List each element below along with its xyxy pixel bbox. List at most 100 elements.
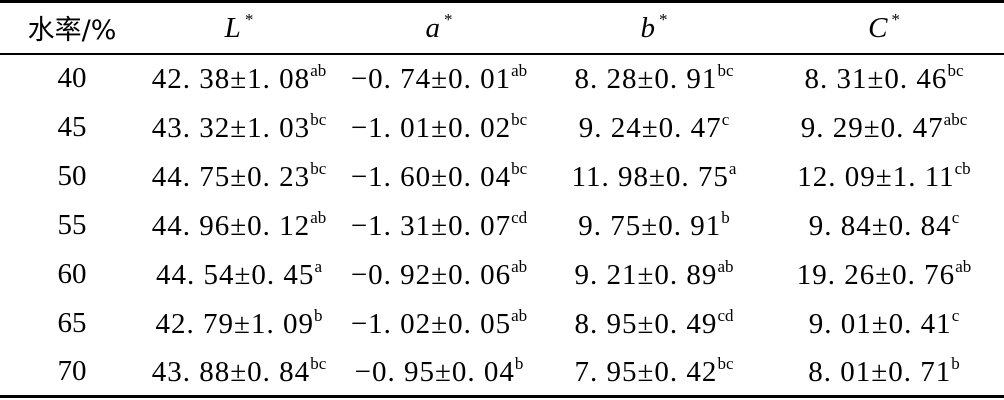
table-cell-l: 42. 38±1. 08ab <box>144 54 334 103</box>
cell-significance-letters: abc <box>943 109 968 129</box>
column-header-sup: * <box>659 10 668 30</box>
cell-significance-letters: bc <box>511 109 528 129</box>
table-cell-c: 8. 31±0. 46bc <box>764 54 1004 103</box>
row-moisture-value: 45 <box>57 110 87 143</box>
row-moisture-value: 65 <box>57 306 87 339</box>
cell-significance-letters: c <box>951 207 960 227</box>
table-cell-b: 9. 21±0. 89ab <box>544 250 764 299</box>
table-cell-a: −1. 60±0. 04bc <box>334 152 544 201</box>
table-row: 40 42. 38±1. 08ab −0. 74±0. 01ab 8. 28±0. 9… <box>0 54 1004 103</box>
table-cell-l: 44. 96±0. 12ab <box>144 201 334 250</box>
cell-value: 19. 26±0. 76 <box>796 258 956 291</box>
table-cell-l: 43. 88±0. 84bc <box>144 347 334 398</box>
cell-significance-letters: ab <box>310 207 327 227</box>
cell-value: −1. 60±0. 04 <box>350 160 512 193</box>
table-cell-b: 9. 75±0. 91b <box>544 201 764 250</box>
row-moisture-value: 55 <box>57 208 87 241</box>
column-header-a: a * <box>334 0 544 55</box>
column-header-moisture: 水率/% <box>0 0 144 55</box>
table-cell-l: 42. 79±1. 09b <box>144 299 334 348</box>
cell-value: 8. 95±0. 49 <box>574 307 718 340</box>
table-cell-a: −0. 92±0. 06ab <box>334 250 544 299</box>
table-row: 65 42. 79±1. 09b −1. 02±0. 05ab 8. 95±0. 49… <box>0 299 1004 348</box>
table-cell-l: 44. 54±0. 45a <box>144 250 334 299</box>
cell-significance-letters: bc <box>717 353 734 373</box>
cell-value: 42. 38±1. 08 <box>151 63 311 95</box>
cell-value: 8. 31±0. 46 <box>804 63 948 95</box>
table-cell-a: −0. 74±0. 01ab <box>334 54 544 103</box>
column-header-label: 水率/% <box>27 15 117 47</box>
cell-significance-letters: bc <box>511 158 528 178</box>
cell-significance-letters: ab <box>511 305 528 325</box>
cell-value: −1. 01±0. 02 <box>350 111 512 144</box>
cell-significance-letters: ab <box>511 256 528 276</box>
cell-significance-letters: b <box>514 353 524 373</box>
cell-significance-letters: a <box>314 256 322 276</box>
cell-value: 12. 09±1. 11 <box>797 160 955 193</box>
cell-value: 7. 95±0. 42 <box>574 355 718 388</box>
cell-significance-letters: ab <box>955 256 972 276</box>
row-moisture-value: 50 <box>57 159 87 192</box>
cell-significance-letters: cb <box>954 158 971 178</box>
table-cell-c: 12. 09±1. 11cb <box>764 152 1004 201</box>
cell-value: 44. 96±0. 12 <box>151 209 311 242</box>
cell-significance-letters: b <box>721 207 730 227</box>
cell-value: −1. 02±0. 05 <box>350 307 512 340</box>
cell-significance-letters: cd <box>511 207 528 227</box>
cell-value: 9. 01±0. 41 <box>808 307 952 340</box>
row-moisture-value: 40 <box>57 62 87 94</box>
column-header-l: L * <box>144 0 334 55</box>
row-moisture-value: 70 <box>0 347 144 398</box>
table-cell-l: 44. 75±0. 23bc <box>144 152 334 201</box>
cell-value: 9. 21±0. 89 <box>574 258 718 291</box>
column-header-sup: * <box>891 10 900 30</box>
column-header-b: b * <box>544 0 764 55</box>
column-header-sup: * <box>444 10 453 30</box>
cell-significance-letters: c <box>721 109 730 129</box>
cell-significance-letters: c <box>951 305 960 325</box>
cell-value: 42. 79±1. 09 <box>155 307 314 340</box>
cell-value: −0. 74±0. 01 <box>350 63 512 95</box>
cell-significance-letters: bc <box>717 61 734 80</box>
table-cell-a: −1. 02±0. 05ab <box>334 299 544 348</box>
table-body: 40 42. 38±1. 08ab −0. 74±0. 01ab 8. 28±0. 9… <box>0 54 1004 398</box>
table-cell-c: 9. 84±0. 84c <box>764 201 1004 250</box>
table-cell-l: 43. 32±1. 03bc <box>144 103 334 152</box>
table-cell-c: 9. 29±0. 47abc <box>764 103 1004 152</box>
cell-value: 9. 84±0. 84 <box>808 209 952 242</box>
row-moisture-value: 60 <box>57 257 87 290</box>
cell-value: 9. 24±0. 47 <box>578 111 722 144</box>
table-row: 45 43. 32±1. 03bc −1. 01±0. 02bc 9. 24±0. 4… <box>0 103 1004 152</box>
cell-significance-letters: bc <box>310 158 327 178</box>
table-cell-b: 7. 95±0. 42bc <box>544 347 764 398</box>
table-cell-a: −1. 31±0. 07cd <box>334 201 544 250</box>
column-header-sup: * <box>244 10 254 30</box>
cell-value: 9. 29±0. 47 <box>800 111 944 144</box>
table-cell-c: 9. 01±0. 41c <box>764 299 1004 348</box>
cell-value: 44. 54±0. 45 <box>156 258 315 291</box>
cell-value: 9. 75±0. 91 <box>578 209 722 242</box>
table-cell-a: −1. 01±0. 02bc <box>334 103 544 152</box>
table-cell-b: 8. 28±0. 91bc <box>544 54 764 103</box>
table-cell-b: 9. 24±0. 47c <box>544 103 764 152</box>
cell-significance-letters: ab <box>511 61 528 80</box>
cell-value: 8. 28±0. 91 <box>574 63 718 95</box>
cell-significance-letters: bc <box>947 61 964 80</box>
cell-significance-letters: bc <box>310 353 327 373</box>
table-header-row: 水率/% L * a * b * C * <box>0 0 1004 55</box>
cell-significance-letters: cd <box>717 305 734 325</box>
cell-value: 44. 75±0. 23 <box>151 160 311 193</box>
table-row: 50 44. 75±0. 23bc −1. 60±0. 04bc 11. 98±0. … <box>0 152 1004 201</box>
cell-significance-letters: ab <box>310 61 327 80</box>
column-header-label: L <box>224 12 241 45</box>
table-row: 55 44. 96±0. 12ab −1. 31±0. 07cd 9. 75±0. 9… <box>0 201 1004 250</box>
cell-significance-letters: a <box>728 158 737 178</box>
column-header-label: b <box>640 12 656 45</box>
cell-significance-letters: b <box>951 353 960 373</box>
cell-value: −0. 92±0. 06 <box>350 258 512 291</box>
cell-value: −1. 31±0. 07 <box>350 209 512 242</box>
cell-value: 8. 01±0. 71 <box>808 355 952 388</box>
cell-value: 43. 88±0. 84 <box>151 355 311 388</box>
table-cell-c: 19. 26±0. 76ab <box>764 250 1004 299</box>
